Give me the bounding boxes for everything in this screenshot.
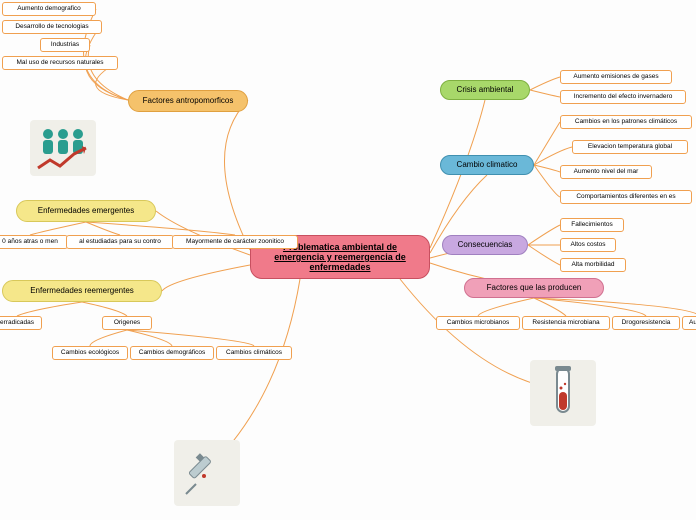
leaf[interactable]: Desarrollo de tecnologias [2,20,102,34]
leaf[interactable]: Cambios ecológicos [52,346,128,360]
leaf[interactable]: Origenes [102,316,152,330]
branch-factores-antropomorficos[interactable]: Factores antropomorficos [128,90,248,112]
leaf[interactable]: 0 años atras o men [0,235,68,249]
leaf[interactable]: Comportamientos diferentes en es [560,190,692,204]
leaf[interactable]: Mayormente de carácter zoonitico [172,235,298,249]
leaf[interactable]: al estudiadas para su contro [66,235,174,249]
testtube-icon [530,360,596,426]
leaf[interactable]: Automed [682,316,696,330]
leaf[interactable]: Cambios microbianos [436,316,520,330]
leaf[interactable]: Alta morbilidad [560,258,626,272]
leaf[interactable]: Cambios en los patrones climáticos [560,115,692,129]
branch-enfermedades-emergentes[interactable]: Enfermedades emergentes [16,200,156,222]
leaf[interactable]: Industrias [40,38,90,52]
leaf[interactable]: Resistencia microbiana [522,316,610,330]
leaf[interactable]: Aumento emisiones de gases [560,70,672,84]
leaf[interactable]: Aumento nivel del mar [560,165,652,179]
branch-factores-producen[interactable]: Factores que las producen [464,278,604,298]
leaf[interactable]: Elevacion temperatura global [572,140,688,154]
leaf[interactable]: erradicadas [0,316,42,330]
leaf[interactable]: Cambios demográficos [130,346,214,360]
leaf[interactable]: Fallecimientos [560,218,624,232]
leaf[interactable]: Aumento demografico [2,2,96,16]
branch-crisis-ambiental[interactable]: Crisis ambiental [440,80,530,100]
leaf[interactable]: Mal uso de recursos naturales [2,56,118,70]
branch-cambio-climatico[interactable]: Cambio climatico [440,155,534,175]
people-chart-icon [30,120,96,176]
leaf[interactable]: Cambios climáticos [216,346,292,360]
syringe-icon [174,440,240,506]
leaf[interactable]: Incremento del efecto invernadero [560,90,686,104]
mindmap-canvas: Problematica ambiental de emergencia y r… [0,0,696,520]
leaf[interactable]: Altos costos [560,238,616,252]
branch-consecuencias[interactable]: Consecuencias [442,235,528,255]
leaf[interactable]: Drogoresistencia [612,316,680,330]
branch-enfermedades-reemergentes[interactable]: Enfermedades reemergentes [2,280,162,302]
